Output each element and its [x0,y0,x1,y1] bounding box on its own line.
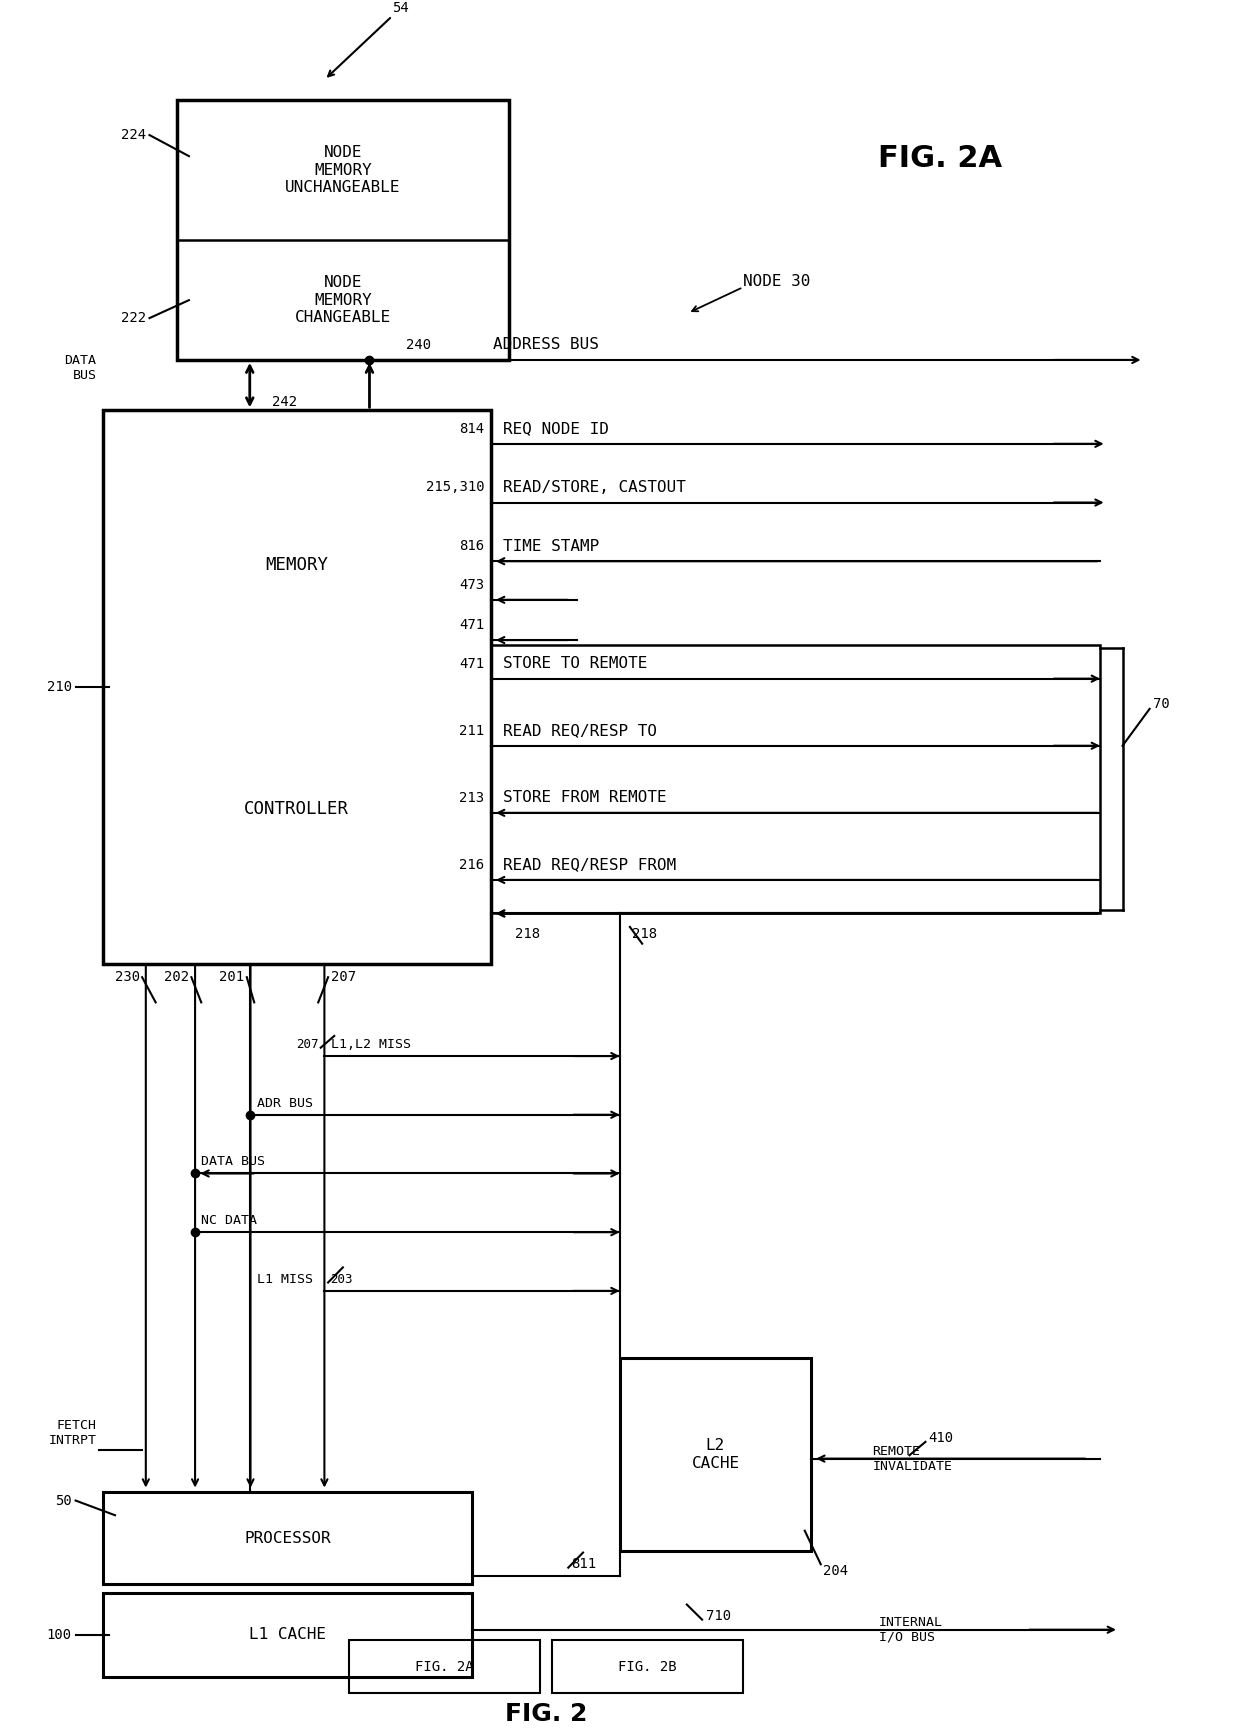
Text: DATA BUS: DATA BUS [201,1156,265,1168]
Text: READ REQ/RESP FROM: READ REQ/RESP FROM [503,858,676,872]
Text: STORE TO REMOTE: STORE TO REMOTE [503,656,647,671]
Text: STORE FROM REMOTE: STORE FROM REMOTE [503,791,667,804]
Text: 710: 710 [706,1609,732,1623]
Text: REQ NODE ID: REQ NODE ID [503,420,609,436]
Text: 242: 242 [272,394,298,408]
Text: FETCH
INTRPT: FETCH INTRPT [48,1419,97,1448]
Text: INTERNAL
I/O BUS: INTERNAL I/O BUS [879,1616,942,1644]
Text: 216: 216 [459,858,485,872]
Text: ADDRESS BUS: ADDRESS BUS [492,337,599,353]
Bar [103,1593,472,1676]
Bar [103,1493,472,1585]
Text: L1,L2 MISS: L1,L2 MISS [331,1038,410,1050]
Text: 213: 213 [459,791,485,804]
Text: 222: 222 [120,311,146,325]
Text: 471: 471 [459,657,485,671]
Text: 202: 202 [164,971,188,984]
Text: NODE
MEMORY
UNCHANGEABLE: NODE MEMORY UNCHANGEABLE [285,145,401,195]
Bar [348,1640,539,1694]
Text: 811: 811 [570,1557,596,1571]
Text: 230: 230 [114,971,140,984]
Text: 201: 201 [219,971,244,984]
Bar [103,410,491,964]
Text: NODE 30: NODE 30 [743,275,811,289]
Text: 211: 211 [459,723,485,737]
Text: L1 CACHE: L1 CACHE [249,1628,326,1642]
Text: 54: 54 [392,0,409,16]
Text: 814: 814 [459,422,485,436]
Text: READ/STORE, CASTOUT: READ/STORE, CASTOUT [503,479,686,495]
Bar [552,1640,743,1694]
Text: FIG. 2A: FIG. 2A [415,1659,474,1673]
Text: 218: 218 [632,927,657,941]
Text: 204: 204 [823,1564,848,1578]
Bar [620,1358,811,1550]
Text: 207: 207 [331,971,356,984]
Text: L2
CACHE: L2 CACHE [692,1438,739,1470]
Text: NC DATA: NC DATA [201,1214,257,1227]
Text: ADR BUS: ADR BUS [257,1097,312,1109]
Text: 215,310: 215,310 [425,481,485,495]
Text: 50: 50 [55,1493,72,1507]
Text: FIG. 2A: FIG. 2A [878,144,1002,173]
Text: CONTROLLER: CONTROLLER [244,799,350,818]
Text: READ REQ/RESP TO: READ REQ/RESP TO [503,723,657,739]
Text: 473: 473 [459,578,485,592]
Text: 218: 218 [516,927,541,941]
Text: 207: 207 [296,1038,319,1050]
Text: 210: 210 [47,680,72,694]
Text: TIME STAMP: TIME STAMP [503,538,599,554]
Text: FIG. 2: FIG. 2 [505,1702,588,1727]
Text: PROCESSOR: PROCESSOR [244,1531,331,1547]
Text: DATA
BUS: DATA BUS [64,355,97,382]
Text: FIG. 2B: FIG. 2B [619,1659,677,1673]
Text: REMOTE
INVALIDATE: REMOTE INVALIDATE [873,1445,952,1472]
Text: 816: 816 [459,540,485,554]
Text: 240: 240 [407,337,432,351]
Text: 224: 224 [120,128,146,142]
Bar [176,100,510,360]
Text: NODE
MEMORY
CHANGEABLE: NODE MEMORY CHANGEABLE [295,275,391,325]
Text: 70: 70 [1153,697,1171,711]
Text: 410: 410 [928,1431,954,1446]
Text: 100: 100 [47,1628,72,1642]
Bar [491,645,1100,913]
Text: 203: 203 [331,1273,353,1285]
Text: MEMORY: MEMORY [265,557,329,574]
Text: L1 MISS: L1 MISS [257,1273,312,1285]
Text: 471: 471 [459,618,485,631]
